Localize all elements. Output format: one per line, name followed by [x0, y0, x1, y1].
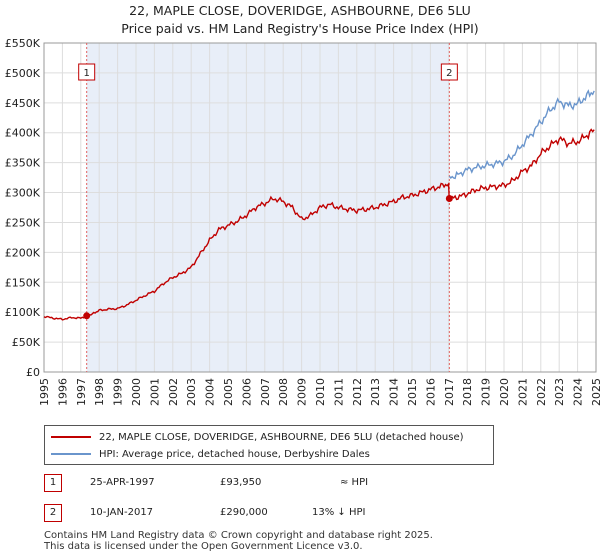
x-tick-label: 2023: [553, 378, 566, 406]
y-tick-label: £150K: [5, 276, 41, 289]
x-tick-label: 2009: [296, 378, 309, 406]
x-tick-label: 2001: [148, 378, 161, 406]
sale-marker-label: 2: [446, 68, 452, 79]
sale-badge-2: 2: [44, 504, 62, 522]
x-tick-label: 2004: [204, 378, 217, 406]
sale-marker-label: 1: [84, 68, 90, 79]
y-tick-label: £0: [26, 366, 40, 379]
hpi-line: [448, 89, 595, 180]
ownership-shade: [86, 43, 450, 372]
legend-label-property: 22, MAPLE CLOSE, DOVERIDGE, ASHBOURNE, D…: [99, 431, 464, 443]
chart-legend: 22, MAPLE CLOSE, DOVERIDGE, ASHBOURNE, D…: [44, 425, 494, 465]
x-tick-label: 1998: [93, 378, 106, 406]
legend-item-property: 22, MAPLE CLOSE, DOVERIDGE, ASHBOURNE, D…: [51, 429, 464, 445]
x-tick-label: 2022: [535, 378, 548, 406]
x-tick-label: 2011: [332, 378, 345, 406]
x-tick-label: 2015: [406, 378, 419, 406]
x-tick-label: 2012: [351, 378, 364, 406]
y-tick-label: £550K: [5, 37, 41, 50]
y-tick-label: £200K: [5, 246, 41, 259]
chart-subtitle: Price paid vs. HM Land Registry's House …: [121, 21, 479, 36]
sale-date-2: 10-JAN-2017: [90, 507, 154, 518]
sale-hpi-1: ≈ HPI: [340, 477, 369, 488]
x-tick-label: 1999: [112, 378, 125, 406]
legend-item-hpi: HPI: Average price, detached house, Derb…: [51, 446, 370, 462]
sale-marker-box: [440, 63, 458, 81]
x-tick-label: 1995: [38, 378, 51, 406]
y-tick-label: £400K: [5, 127, 41, 140]
y-tick-label: £50K: [12, 336, 41, 349]
x-tick-label: 2013: [369, 378, 382, 406]
y-tick-label: £100K: [5, 306, 41, 319]
x-tick-label: 2007: [259, 378, 272, 406]
footer-licence: This data is licensed under the Open Gov…: [44, 541, 363, 552]
x-tick-label: 2018: [461, 378, 474, 406]
x-tick-label: 2021: [516, 378, 529, 406]
sale-marker-box: [78, 63, 96, 81]
x-tick-label: 2025: [590, 378, 600, 406]
sale-point: [83, 312, 91, 320]
x-tick-label: 2017: [443, 378, 456, 406]
x-tick-label: 2003: [185, 378, 198, 406]
chart-title-block: 22, MAPLE CLOSE, DOVERIDGE, ASHBOURNE, D…: [0, 2, 600, 38]
sale-price-1: £93,950: [220, 477, 262, 488]
x-tick-label: 2006: [240, 378, 253, 406]
x-tick-label: 2002: [167, 378, 180, 406]
footer-copyright: Contains HM Land Registry data © Crown c…: [44, 530, 433, 541]
y-tick-label: £300K: [5, 187, 41, 200]
x-tick-label: 2024: [572, 378, 585, 406]
sale-date-1: 25-APR-1997: [90, 477, 155, 488]
x-tick-label: 1996: [56, 378, 69, 406]
x-tick-label: 2019: [480, 378, 493, 406]
x-tick-label: 2000: [130, 378, 143, 406]
legend-swatch-hpi: [51, 453, 91, 455]
sale-badge-1: 1: [44, 474, 62, 492]
x-tick-label: 1997: [75, 378, 88, 406]
x-tick-label: 2005: [222, 378, 235, 406]
x-tick-label: 2016: [424, 378, 437, 406]
chart-title: 22, MAPLE CLOSE, DOVERIDGE, ASHBOURNE, D…: [129, 3, 471, 18]
legend-label-hpi: HPI: Average price, detached house, Derb…: [99, 448, 370, 460]
property-price-line: [43, 128, 595, 321]
sale-price-2: £290,000: [220, 507, 268, 518]
y-tick-label: £500K: [5, 67, 41, 80]
plot-frame: [43, 42, 597, 373]
legend-swatch-property: [51, 436, 91, 438]
y-tick-label: £450K: [5, 97, 41, 110]
footer: Contains HM Land Registry data © Crown c…: [44, 530, 433, 552]
sale-hpi-2: 13% ↓ HPI: [312, 507, 366, 518]
x-tick-label: 2014: [388, 378, 401, 406]
price-chart: £0 £50K £100K £150K £200K £250K £300K £350K £400…: [5, 37, 600, 406]
sale-point: [445, 195, 453, 203]
x-tick-label: 2008: [277, 378, 290, 406]
x-tick-label: 2010: [314, 378, 327, 406]
y-tick-label: £250K: [5, 216, 41, 229]
y-tick-label: £350K: [5, 157, 41, 170]
x-tick-label: 2020: [498, 378, 511, 406]
